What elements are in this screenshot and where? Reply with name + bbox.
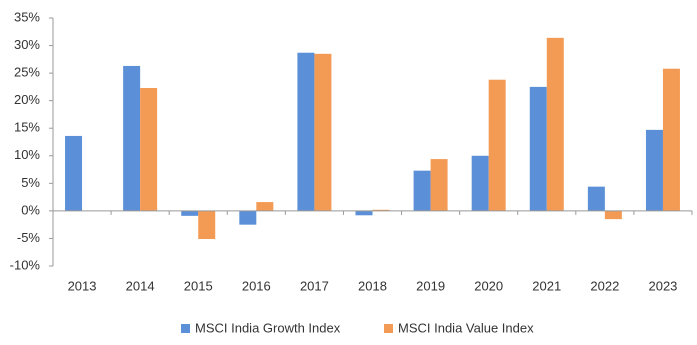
- bar: [198, 210, 216, 239]
- x-tick-label: 2016: [242, 278, 271, 293]
- bar: [430, 159, 448, 211]
- y-tick-label: 10%: [14, 147, 40, 162]
- x-tick-label: 2019: [416, 278, 445, 293]
- bar: [297, 52, 315, 211]
- y-tick-label: -5%: [17, 230, 41, 245]
- x-tick-label: 2015: [184, 278, 213, 293]
- x-tick-label: 2014: [126, 278, 155, 293]
- y-tick-label: 20%: [14, 92, 40, 107]
- x-tick-label: 2013: [68, 278, 97, 293]
- x-tick-label: 2021: [532, 278, 561, 293]
- bar: [314, 53, 332, 211]
- bar: [587, 186, 605, 211]
- y-tick-label: 35%: [14, 9, 40, 24]
- bar: [239, 210, 257, 225]
- bar: [529, 86, 547, 211]
- x-tick-label: 2018: [358, 278, 387, 293]
- bar: [488, 79, 506, 211]
- bar: [546, 37, 564, 211]
- bar: [123, 65, 141, 211]
- legend-label: MSCI India Growth Index: [195, 320, 341, 335]
- bar: [256, 202, 274, 211]
- x-tick-label: 2017: [300, 278, 329, 293]
- x-tick-label: 2020: [474, 278, 503, 293]
- bar: [604, 210, 622, 220]
- y-tick-label: 5%: [21, 175, 40, 190]
- legend-swatch: [181, 324, 190, 333]
- legend-swatch: [384, 324, 393, 333]
- legend-label: MSCI India Value Index: [398, 320, 534, 335]
- bar: [471, 155, 489, 211]
- bar: [645, 129, 663, 211]
- x-tick-label: 2022: [590, 278, 619, 293]
- bar: [355, 210, 373, 216]
- bar: [65, 135, 83, 211]
- bar: [140, 87, 158, 211]
- y-tick-label: 30%: [14, 37, 40, 52]
- y-tick-label: 25%: [14, 65, 40, 80]
- y-tick-label: 15%: [14, 120, 40, 135]
- y-tick-label: 0%: [21, 202, 40, 217]
- bar: [372, 209, 390, 211]
- y-tick-label: -10%: [10, 257, 41, 272]
- bar: [181, 210, 199, 216]
- bar: [413, 170, 431, 211]
- x-tick-label: 2023: [648, 278, 677, 293]
- bar: [662, 68, 680, 211]
